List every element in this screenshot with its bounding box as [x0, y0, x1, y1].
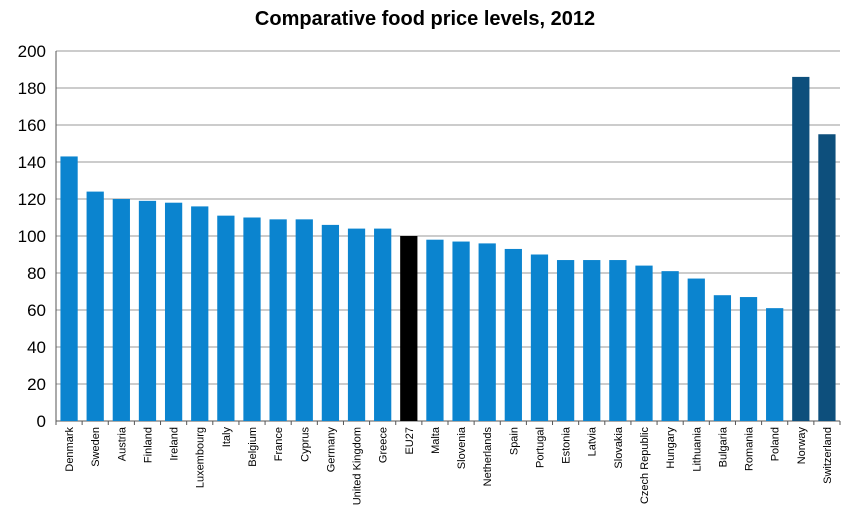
x-tick-label: Switzerland — [822, 427, 834, 484]
bar-norway — [792, 76, 810, 422]
y-tick-label: 100 — [18, 227, 46, 246]
bar-greece — [374, 228, 392, 421]
bar-ireland — [164, 202, 183, 421]
x-tick-label: United Kingdom — [352, 427, 364, 505]
bar-france — [269, 219, 287, 421]
y-tick-label: 140 — [18, 153, 46, 172]
x-tick-label: Czech Republic — [639, 427, 651, 505]
bar-austria — [112, 199, 130, 421]
y-tick-label: 60 — [27, 301, 46, 320]
bar-bulgaria — [713, 295, 732, 421]
bar-malta — [426, 239, 444, 421]
bar-italy — [217, 215, 235, 421]
x-tick-label: Slovenia — [456, 426, 468, 469]
bar-hungary — [661, 271, 679, 421]
x-tick-label: Sweden — [90, 427, 102, 467]
y-tick-label: 80 — [27, 264, 46, 283]
x-tick-label: Poland — [770, 427, 782, 461]
bar-finland — [138, 200, 157, 421]
x-tick-label: EU27 — [404, 427, 416, 455]
x-tick-label: Hungary — [665, 427, 677, 469]
bar-united-kingdom — [347, 228, 366, 421]
y-tick-label: 200 — [18, 42, 46, 61]
x-tick-label: France — [273, 427, 285, 461]
x-tick-label: Belgium — [247, 427, 259, 467]
y-tick-label: 180 — [18, 79, 46, 98]
x-tick-label: Lithuania — [691, 426, 703, 472]
bar-latvia — [583, 260, 601, 421]
x-tick-label: Germany — [325, 427, 337, 473]
bar-eu27 — [400, 236, 418, 421]
x-tick-label: Bulgaria — [717, 426, 729, 467]
x-tick-label: Norway — [796, 427, 808, 465]
bar-germany — [321, 224, 340, 421]
bar-netherlands — [478, 243, 496, 421]
bar-cyprus — [295, 219, 313, 421]
x-tick-label: Malta — [430, 426, 442, 454]
y-tick-label: 0 — [37, 412, 46, 431]
x-tick-label: Romania — [744, 426, 756, 471]
bar-slovakia — [609, 260, 627, 421]
bar-poland — [766, 308, 784, 421]
bar-switzerland — [818, 134, 836, 421]
x-tick-label: Estonia — [561, 426, 573, 464]
y-tick-label: 20 — [27, 375, 46, 394]
bar-slovenia — [452, 241, 470, 421]
x-tick-label: Greece — [378, 427, 390, 463]
bar-belgium — [243, 217, 261, 421]
x-tick-label: Netherlands — [482, 427, 494, 487]
bar-denmark — [60, 156, 78, 421]
bar-romania — [739, 297, 758, 421]
x-tick-label: Italy — [221, 427, 233, 448]
x-tick-label: Denmark — [64, 427, 76, 472]
x-tick-label: Luxembourg — [195, 427, 207, 488]
x-tick-label: Austria — [116, 426, 128, 461]
x-tick-label: Slovakia — [613, 426, 625, 468]
bar-spain — [504, 248, 522, 421]
bar-estonia — [556, 260, 575, 421]
bar-luxembourg — [191, 206, 209, 421]
x-tick-label: Portugal — [534, 427, 546, 468]
bar-sweden — [86, 191, 104, 421]
x-tick-label: Cyprus — [299, 427, 311, 462]
x-tick-label: Finland — [142, 427, 154, 463]
bar-lithuania — [687, 278, 705, 421]
y-tick-label: 120 — [18, 190, 46, 209]
x-tick-label: Ireland — [169, 427, 181, 461]
x-tick-label: Latvia — [587, 426, 599, 456]
bar-portugal — [530, 254, 549, 421]
bar-czech-republic — [635, 265, 653, 421]
y-tick-label: 40 — [27, 338, 46, 357]
y-tick-label: 160 — [18, 116, 46, 135]
x-tick-label: Spain — [508, 427, 520, 455]
chart-title: Comparative food price levels, 2012 — [254, 8, 596, 30]
